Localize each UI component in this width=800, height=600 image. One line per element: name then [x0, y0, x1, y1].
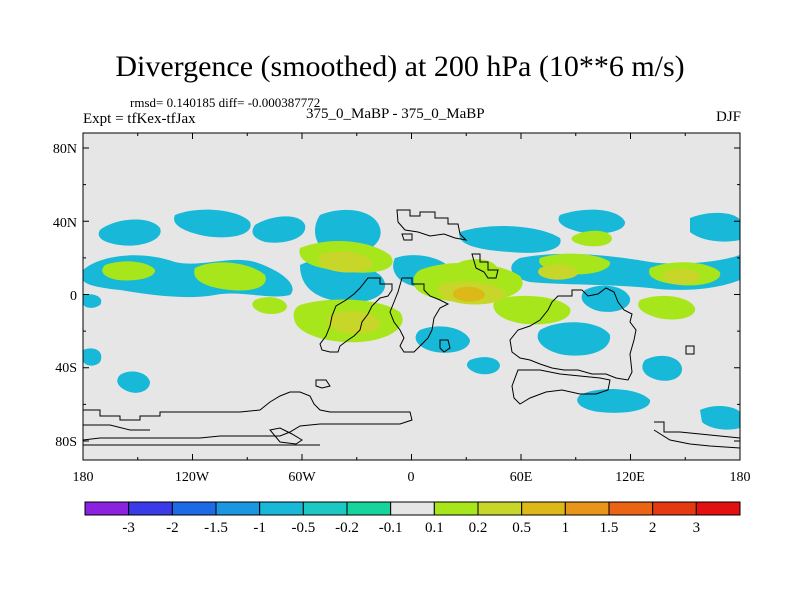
- colorbar-label: -1: [253, 520, 266, 536]
- y-axis-labels: 80N 40N 0 40S 80S: [53, 142, 77, 450]
- colorbar-label: 3: [693, 520, 701, 536]
- divergence-field: [83, 209, 740, 430]
- colorbar-swatch: [215, 501, 261, 516]
- x-tick-label: 180: [730, 470, 751, 485]
- coastline-outlines: [83, 209, 740, 449]
- colorbar-label: 1.5: [600, 520, 619, 536]
- colorbar-label: 0.2: [469, 520, 488, 536]
- colorbar-label: -1.5: [204, 520, 228, 536]
- case-label: 375_0_MaBP - 375_0_MaBP: [306, 106, 485, 122]
- season-label: DJF: [715, 109, 741, 125]
- colorbar: [84, 501, 741, 516]
- colorbar-swatch: [564, 501, 610, 516]
- colorbar-label: -3: [122, 520, 135, 536]
- x-tick-label: 60W: [288, 470, 316, 485]
- colorbar-swatch: [302, 501, 348, 516]
- axis-ticks: [82, 133, 741, 460]
- colorbar-swatch: [259, 501, 304, 516]
- colorbar-swatch: [433, 501, 479, 516]
- x-tick-label: 120E: [615, 470, 645, 485]
- colorbar-swatch: [695, 501, 741, 516]
- colorbar-label: -0.2: [335, 520, 359, 536]
- strong-positive-areas: [452, 286, 486, 302]
- colorbar-swatch: [652, 501, 697, 516]
- y-tick-label: 40N: [53, 216, 77, 231]
- colorbar-swatch: [171, 501, 217, 516]
- y-tick-label: 40S: [55, 361, 77, 376]
- y-tick-label: 80N: [53, 142, 77, 157]
- colorbar-label: 1: [562, 520, 570, 536]
- x-tick-label: 180: [73, 470, 94, 485]
- colorbar-label: -2: [166, 520, 179, 536]
- colorbar-label: -0.1: [379, 520, 403, 536]
- colorbar-swatch: [521, 501, 566, 516]
- colorbar-swatch: [128, 501, 173, 516]
- x-tick-label: 120W: [175, 470, 210, 485]
- colorbar-swatch: [608, 501, 654, 516]
- y-tick-label: 0: [70, 289, 77, 304]
- experiment-label: Expt = tfKex-tfJax: [83, 111, 196, 127]
- colorbar-swatch: [477, 501, 523, 516]
- colorbar-label: 0.5: [512, 520, 531, 536]
- colorbar-label: -0.5: [291, 520, 315, 536]
- rmsd-diff-stats: rmsd= 0.140185 diff= -0.000387772: [130, 95, 321, 110]
- colorbar-label: 2: [649, 520, 657, 536]
- x-tick-label: 60E: [510, 470, 533, 485]
- x-axis-labels: 180 120W 60W 0 60E 120E 180: [73, 470, 751, 485]
- colorbar-swatch: [390, 501, 435, 516]
- colorbar-label: 0.1: [425, 520, 444, 536]
- colorbar-swatch: [84, 501, 130, 516]
- x-tick-label: 0: [408, 470, 415, 485]
- colorbar-labels: -3 -2 -1.5 -1 -0.5 -0.2 -0.1 0.1 0.2 0.5 1 1.5 2 3: [122, 520, 700, 536]
- colorbar-swatch: [346, 501, 392, 516]
- y-tick-label: 80S: [55, 435, 77, 450]
- positive-divergence-areas: [318, 251, 701, 334]
- map-title: Divergence (smoothed) at 200 hPa (10**6 …: [115, 50, 685, 83]
